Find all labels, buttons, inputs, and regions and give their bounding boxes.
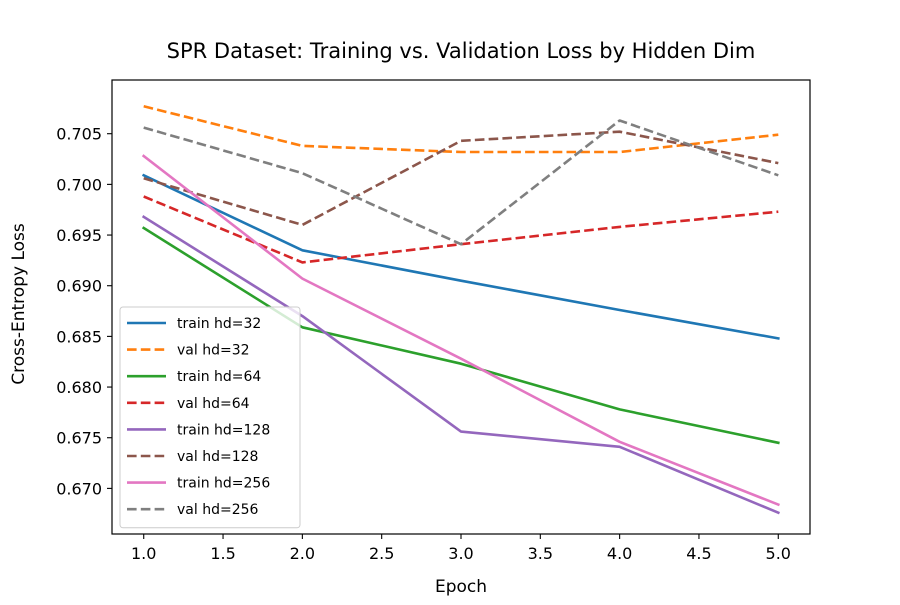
- series-line-val-hd-128: [143, 130, 779, 227]
- axes: 1.0 1.5 2.0 2.5 3.0 3.5 4.0 4.5 5.0 0.670 0.675 0.6…: [56, 79, 811, 563]
- legend-label: val hd=32: [177, 343, 250, 359]
- legend-label: train hd=64: [177, 369, 261, 385]
- legend-box: [119, 306, 301, 529]
- y-axis-label: Cross-Entropy Loss: [9, 223, 29, 385]
- y-tick-label: 0.680: [56, 378, 102, 397]
- x-tick-label: 2.5: [369, 544, 394, 563]
- plot-area: [141, 105, 780, 515]
- x-tick-label: 3.5: [528, 544, 553, 563]
- series-line-val-hd-256: [143, 119, 779, 246]
- legend-label: val hd=128: [177, 449, 258, 465]
- series-line-train-hd-128: [141, 215, 780, 515]
- x-tick-label: 1.5: [210, 544, 235, 563]
- x-axis-label: Epoch: [435, 577, 487, 597]
- legend-label: train hd=256: [177, 476, 270, 492]
- legend-label: val hd=256: [177, 502, 259, 518]
- y-tick-label: 0.705: [56, 125, 102, 144]
- y-tick-label: 0.675: [56, 429, 102, 448]
- legend-label: train hd=32: [177, 316, 261, 332]
- legend: train hd=32 val hd=32 train hd=64 val hd=64…: [119, 306, 301, 529]
- series-line-train-hd-256: [141, 154, 780, 507]
- series-line-train-hd-64: [141, 226, 780, 445]
- legend-label: val hd=64: [177, 396, 250, 412]
- x-tick-label: 5.0: [766, 544, 791, 563]
- series-line-train-hd-32: [141, 173, 780, 340]
- chart-title: SPR Dataset: Training vs. Validation Los…: [167, 39, 756, 63]
- x-tick-label: 4.5: [686, 544, 711, 563]
- y-tick-label: 0.695: [56, 226, 102, 245]
- y-tick-label: 0.690: [56, 277, 102, 296]
- series-line-val-hd-32: [143, 105, 779, 154]
- x-tick-label: 2.0: [290, 544, 315, 563]
- x-tick-label: 1.0: [131, 544, 156, 563]
- legend-label: train hd=128: [177, 422, 270, 438]
- y-tick-label: 0.685: [56, 327, 102, 346]
- y-tick-label: 0.700: [56, 175, 102, 194]
- x-tick-label: 3.0: [448, 544, 473, 563]
- x-tick-label: 4.0: [607, 544, 632, 563]
- y-tick-label: 0.670: [56, 479, 102, 498]
